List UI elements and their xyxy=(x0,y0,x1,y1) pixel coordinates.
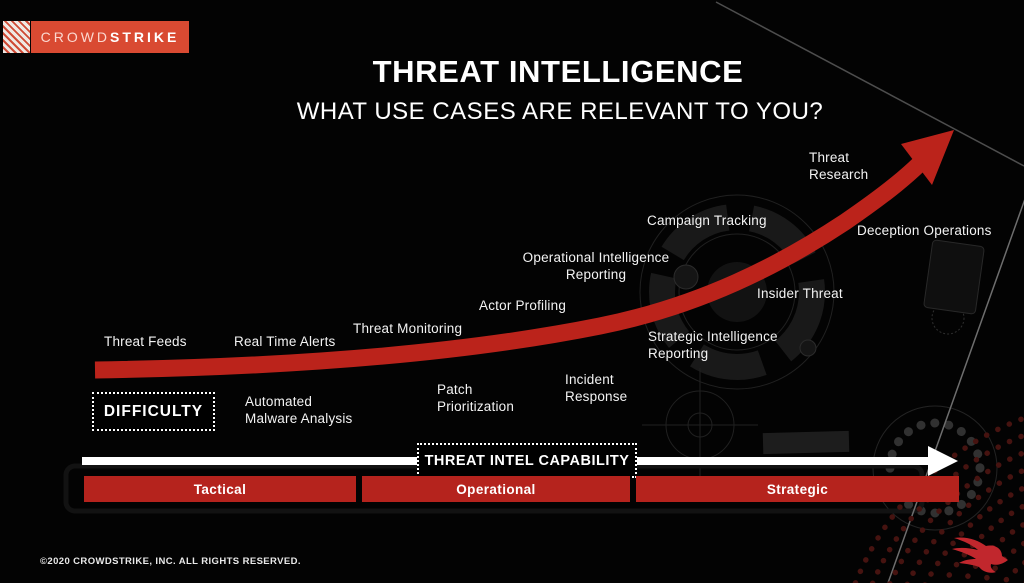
copyright-notice: ©2020 CROWDSTRIKE, INC. ALL RIGHTS RESER… xyxy=(40,556,301,567)
logo-hatch-icon xyxy=(3,21,30,53)
use-case-operational-intelligence-reporting: Operational Intelligence Reporting xyxy=(522,250,670,282)
difficulty-curve-arrow xyxy=(94,130,954,379)
page-subtitle: WHAT USE CASES ARE RELEVANT TO YOU? xyxy=(296,98,824,125)
use-case-campaign-tracking: Campaign Tracking xyxy=(647,213,767,228)
use-case-incident-response: Incident Response xyxy=(565,372,628,404)
capability-axis-label: THREAT INTEL CAPABILITY xyxy=(417,443,637,478)
logo-text-light: CROWD xyxy=(40,29,111,45)
use-case-threat-feeds: Threat Feeds xyxy=(104,334,187,349)
use-case-strategic-intelligence-reporting: Strategic Intelligence Reporting xyxy=(648,329,778,361)
use-case-deception-operations: Deception Operations xyxy=(857,223,992,238)
use-case-patch-prioritization: Patch Prioritization xyxy=(437,382,515,414)
use-case-actor-profiling: Actor Profiling xyxy=(479,298,567,313)
use-case-insider-threat: Insider Threat xyxy=(757,286,843,301)
use-case-threat-research: Threat Research xyxy=(809,150,869,182)
use-case-automated-malware-analysis: Automated Malware Analysis xyxy=(245,394,353,426)
difficulty-axis-label: DIFFICULTY xyxy=(92,392,215,431)
falcon-logo-icon xyxy=(952,537,1008,573)
maturity-bar-strategic: Strategic xyxy=(636,476,959,502)
crowdstrike-logo: CROWD STRIKE xyxy=(31,21,189,53)
maturity-bar-tactical: Tactical xyxy=(84,476,356,502)
logo-text-bold: STRIKE xyxy=(110,29,180,45)
maturity-bar-operational: Operational xyxy=(362,476,630,502)
page-title: THREAT INTELLIGENCE xyxy=(372,54,744,89)
diagonal-lines xyxy=(715,1,1024,583)
use-case-real-time-alerts: Real Time Alerts xyxy=(234,334,336,349)
use-case-threat-monitoring: Threat Monitoring xyxy=(353,321,463,336)
